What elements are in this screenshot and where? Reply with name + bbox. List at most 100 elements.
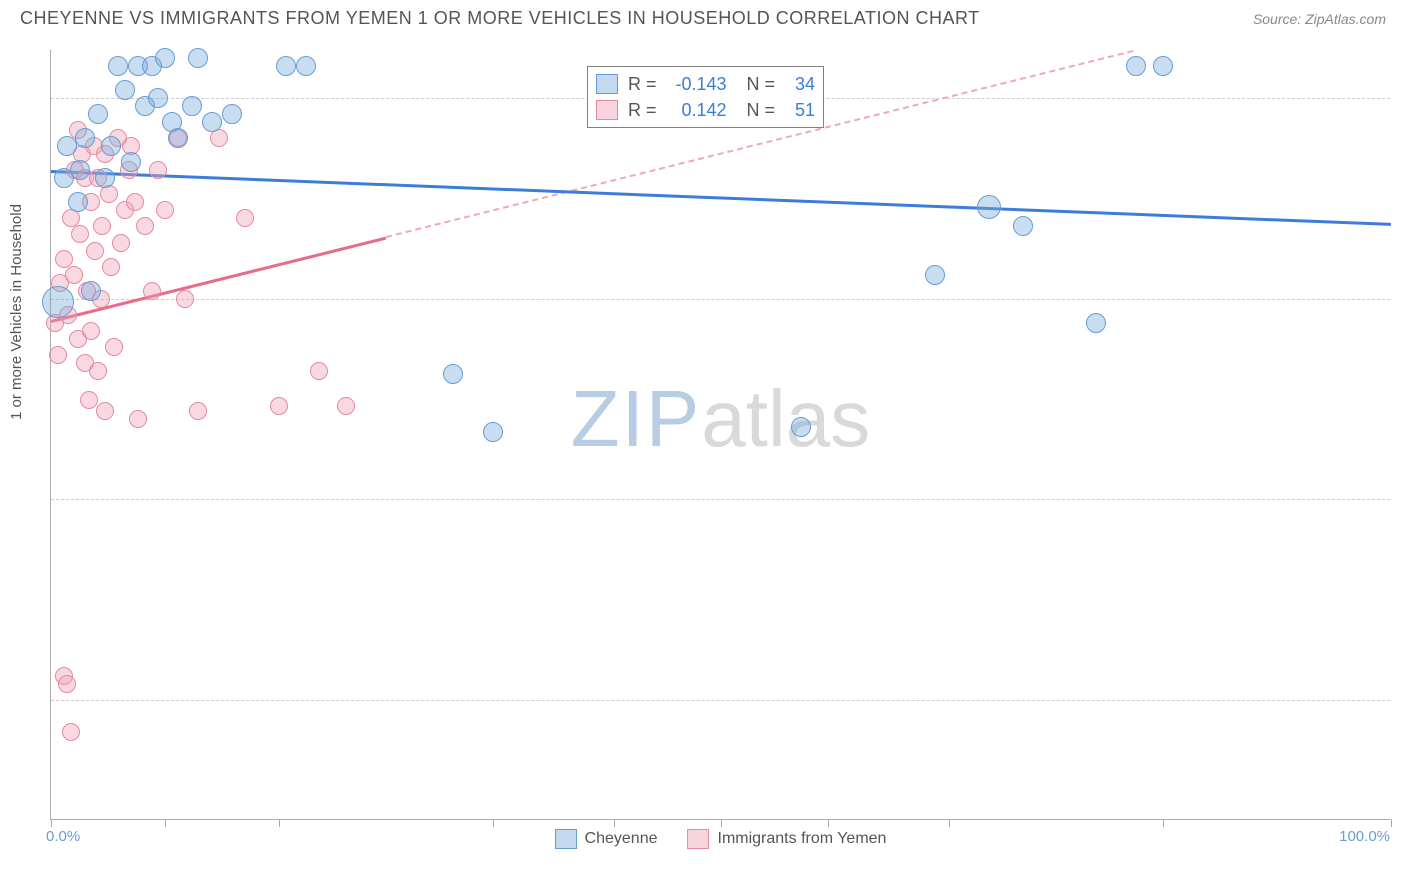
data-point (236, 209, 254, 227)
data-point (88, 104, 108, 124)
data-point (81, 281, 101, 301)
legend-item: Immigrants from Yemen (688, 829, 887, 849)
data-point (102, 258, 120, 276)
data-point (483, 422, 503, 442)
chart-title: CHEYENNE VS IMMIGRANTS FROM YEMEN 1 OR M… (20, 8, 980, 29)
data-point (75, 128, 95, 148)
data-point (168, 128, 188, 148)
legend-swatch (596, 100, 618, 120)
gridline (51, 499, 1390, 500)
watermark: ZIPatlas (571, 373, 870, 465)
gridline (51, 700, 1390, 701)
data-point (96, 402, 114, 420)
data-point (112, 234, 130, 252)
r-value: -0.143 (667, 74, 727, 95)
data-point (155, 48, 175, 68)
data-point (443, 364, 463, 384)
legend-item: Cheyenne (555, 829, 658, 849)
data-point (143, 282, 161, 300)
legend-swatch (688, 829, 710, 849)
r-value: 0.142 (667, 100, 727, 121)
y-tick-label: 100.0% (1400, 90, 1406, 107)
data-point (101, 136, 121, 156)
legend-swatch (555, 829, 577, 849)
data-point (296, 56, 316, 76)
data-point (121, 152, 141, 172)
data-point (136, 217, 154, 235)
data-point (148, 88, 168, 108)
data-point (95, 168, 115, 188)
correlation-row: R = -0.143 N = 34 (596, 71, 815, 97)
legend-label: Cheyenne (585, 830, 658, 848)
gridline (51, 299, 1390, 300)
data-point (86, 242, 104, 260)
correlation-box: R = -0.143 N = 34 R = 0.142 N = 51 (587, 66, 824, 128)
data-point (189, 402, 207, 420)
legend: Cheyenne Immigrants from Yemen (555, 829, 887, 849)
data-point (93, 217, 111, 235)
data-point (222, 104, 242, 124)
data-point (68, 192, 88, 212)
data-point (89, 362, 107, 380)
data-point (188, 48, 208, 68)
n-label: N = (747, 74, 776, 95)
data-point (58, 675, 76, 693)
correlation-row: R = 0.142 N = 51 (596, 97, 815, 123)
data-point (176, 290, 194, 308)
n-label: N = (747, 100, 776, 121)
data-point (129, 410, 147, 428)
watermark-zip: ZIP (571, 374, 701, 463)
n-value: 51 (785, 100, 815, 121)
x-value-label: 0.0% (46, 828, 80, 845)
data-point (202, 112, 222, 132)
data-point (925, 265, 945, 285)
data-point (108, 56, 128, 76)
x-tick (721, 819, 722, 827)
y-tick-label: 75.0% (1400, 491, 1406, 508)
x-value-label: 100.0% (1339, 828, 1390, 845)
data-point (1086, 313, 1106, 333)
data-point (149, 161, 167, 179)
data-point (182, 96, 202, 116)
source-label: Source: ZipAtlas.com (1253, 11, 1386, 27)
data-point (1126, 56, 1146, 76)
y-axis-label: 1 or more Vehicles in Household (8, 204, 25, 420)
scatter-chart: ZIPatlas 62.5%75.0%87.5%100.0%0.0%100.0%… (50, 50, 1390, 820)
data-point (70, 160, 90, 180)
data-point (82, 322, 100, 340)
data-point (62, 723, 80, 741)
x-tick (1391, 819, 1392, 827)
x-tick (614, 819, 615, 827)
data-point (80, 391, 98, 409)
data-point (71, 225, 89, 243)
r-label: R = (628, 74, 657, 95)
data-point (1013, 216, 1033, 236)
x-tick (1163, 819, 1164, 827)
legend-swatch (596, 74, 618, 94)
data-point (270, 397, 288, 415)
data-point (49, 346, 67, 364)
y-tick-label: 62.5% (1400, 691, 1406, 708)
data-point (276, 56, 296, 76)
watermark-atlas: atlas (701, 374, 870, 463)
data-point (337, 397, 355, 415)
data-point (105, 338, 123, 356)
data-point (42, 286, 74, 318)
x-tick (949, 819, 950, 827)
data-point (977, 195, 1001, 219)
data-point (115, 80, 135, 100)
data-point (1153, 56, 1173, 76)
data-point (65, 266, 83, 284)
x-tick (828, 819, 829, 827)
data-point (791, 417, 811, 437)
r-label: R = (628, 100, 657, 121)
x-tick (493, 819, 494, 827)
data-point (156, 201, 174, 219)
x-tick (279, 819, 280, 827)
data-point (310, 362, 328, 380)
x-tick (51, 819, 52, 827)
y-tick-label: 87.5% (1400, 290, 1406, 307)
data-point (126, 193, 144, 211)
n-value: 34 (785, 74, 815, 95)
x-tick (165, 819, 166, 827)
